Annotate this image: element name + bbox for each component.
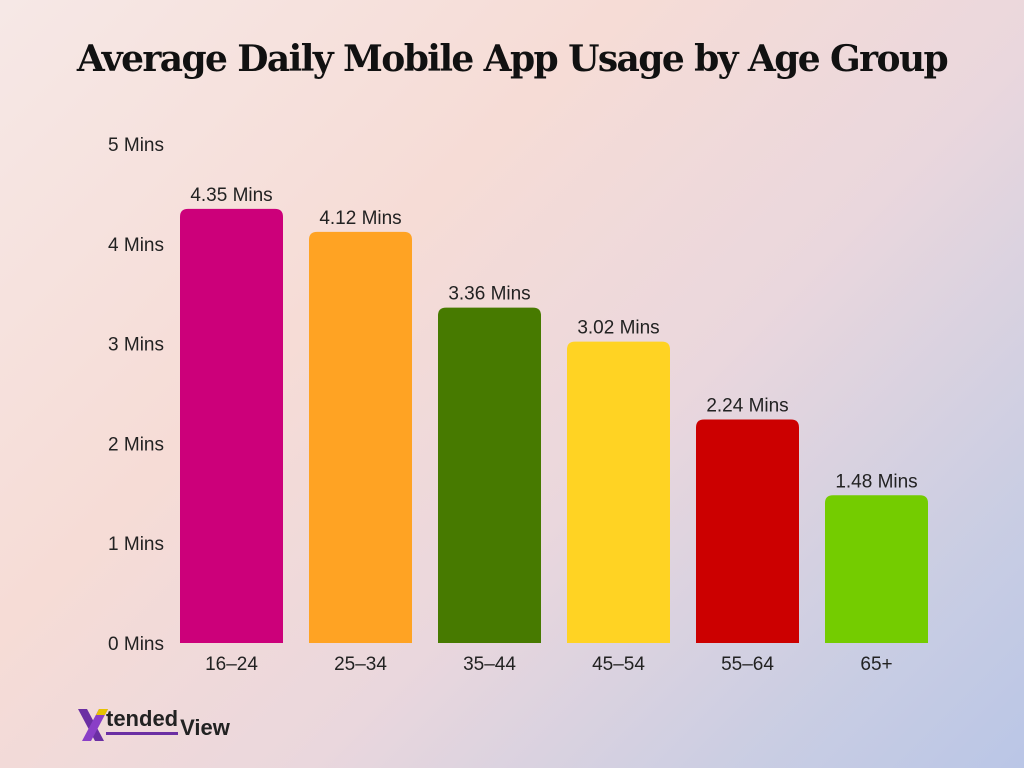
bar — [567, 341, 670, 643]
bar-value-label: 3.02 Mins — [577, 318, 659, 339]
x-tick-label: 35–44 — [463, 654, 516, 675]
chart-title: Average Daily Mobile App Usage by Age Gr… — [76, 38, 949, 80]
y-tick-label: 5 Mins — [108, 135, 164, 156]
y-tick-label: 4 Mins — [108, 235, 164, 256]
bar — [309, 231, 412, 643]
bar-value-label: 2.24 Mins — [706, 395, 788, 416]
bar — [825, 495, 928, 643]
x-tick-label: 55–64 — [721, 654, 774, 675]
bar-value-label: 4.12 Mins — [319, 208, 401, 229]
bar-value-label: 4.35 Mins — [190, 185, 272, 206]
x-tick-label: 16–24 — [205, 654, 258, 675]
bar — [696, 419, 799, 643]
brand-logo: tended View — [78, 703, 230, 743]
y-tick-label: 3 Mins — [108, 335, 164, 356]
logo-text-tended: tended — [106, 707, 179, 735]
bar — [180, 208, 283, 643]
x-tick-label: 45–54 — [592, 654, 645, 675]
logo-text-view: View — [180, 715, 230, 740]
bar-value-label: 3.36 Mins — [448, 284, 530, 305]
y-tick-label: 1 Mins — [108, 534, 164, 555]
y-tick-label: 2 Mins — [108, 434, 164, 455]
x-tick-label: 65+ — [860, 654, 892, 675]
x-tick-label: 25–34 — [334, 654, 387, 675]
bar — [438, 307, 541, 643]
y-tick-label: 0 Mins — [108, 634, 164, 655]
logo-x-mark-icon — [78, 709, 108, 741]
bar-value-label: 1.48 Mins — [835, 471, 917, 492]
